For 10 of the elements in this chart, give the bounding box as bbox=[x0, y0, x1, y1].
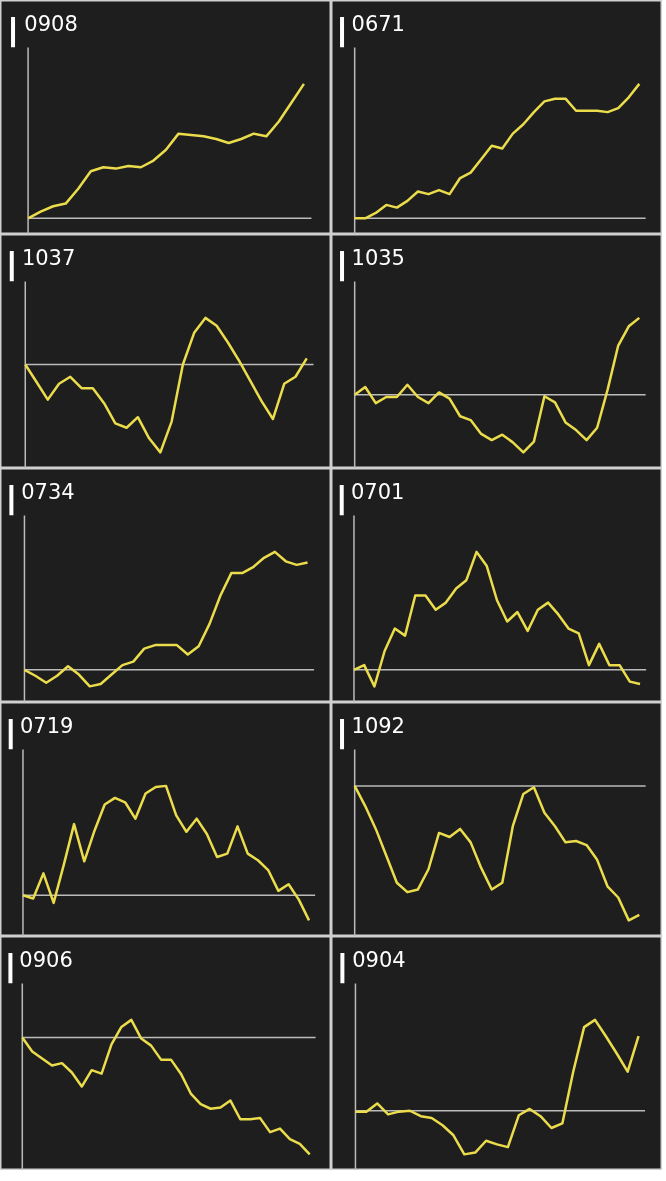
chart-title: 0908 bbox=[24, 11, 78, 36]
chart-title: 0671 bbox=[351, 11, 405, 36]
chart-title: 0701 bbox=[350, 479, 405, 504]
chart-title: 1092 bbox=[351, 713, 405, 738]
chart-title: 0719 bbox=[19, 713, 74, 738]
chart-title: 0734 bbox=[21, 479, 75, 504]
chart-title: 1037 bbox=[21, 245, 76, 270]
chart-title: 0906 bbox=[19, 947, 73, 972]
chart-title: 1035 bbox=[351, 245, 405, 270]
chart-title: 0904 bbox=[352, 947, 406, 972]
